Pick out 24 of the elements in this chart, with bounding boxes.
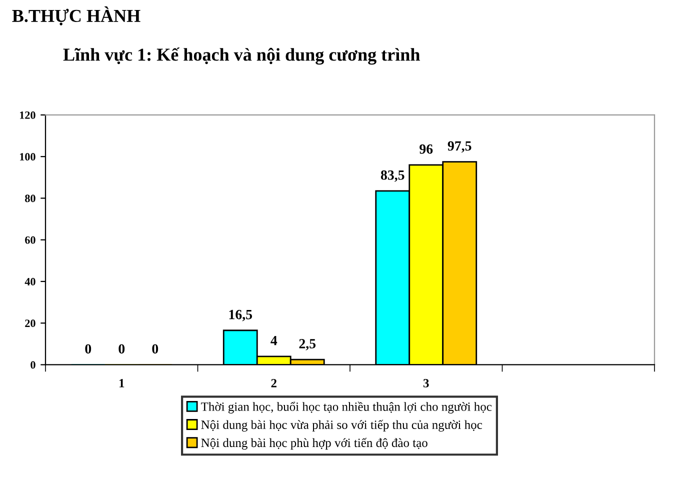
data-label: 4 <box>270 336 278 346</box>
y-tick-label: 20 <box>25 320 36 328</box>
text: B.THỰC HÀNH <box>12 6 140 26</box>
x-tick-label: 3 <box>423 379 429 388</box>
y-tick-label: 60 <box>25 236 36 244</box>
data-label: 0 <box>118 344 125 354</box>
y-tick-label: 100 <box>20 153 36 161</box>
legend-label: Nội dung bài học phù hợp với tiến độ đào tạo <box>201 438 428 450</box>
data-label: 97,5 <box>448 141 472 153</box>
chart-title: Lĩnh vực 1: Kế hoạch và nội dung cương trình <box>63 47 420 65</box>
data-label: 2,5 <box>299 339 316 350</box>
y-tick-label: 120 <box>20 111 36 119</box>
data-label: 16,5 <box>229 310 252 322</box>
legend-label: Nội dung bài học vừa phải so với tiếp thu của người học <box>201 420 482 432</box>
data-label: 83,5 <box>380 170 404 182</box>
legend-label: Thời gian học, buổi học tạo nhiều thuận lợi cho người học <box>201 402 492 414</box>
y-tick-label: 80 <box>25 194 36 202</box>
y-tick-label: 0 <box>30 361 36 369</box>
data-label: 0 <box>152 344 158 354</box>
x-tick-label: 2 <box>271 379 276 388</box>
y-tick-label: 40 <box>24 278 36 286</box>
data-label: 96 <box>420 144 433 154</box>
x-tick-label: 1 <box>120 379 124 388</box>
data-label: 0 <box>85 344 92 354</box>
